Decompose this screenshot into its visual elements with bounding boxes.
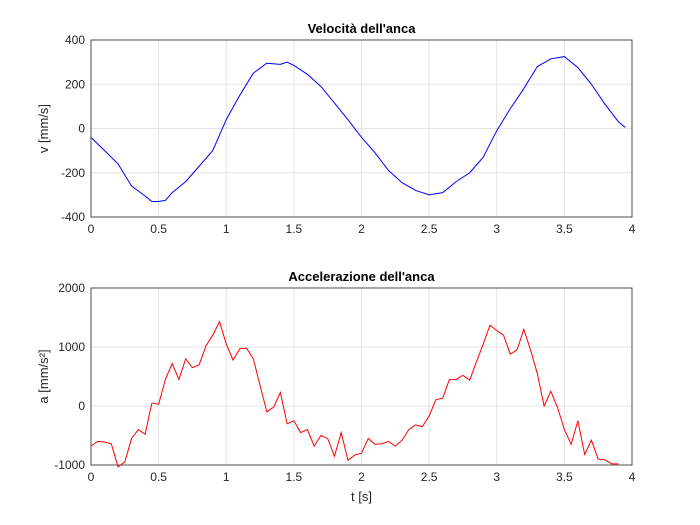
x-tick-label: 2	[358, 470, 365, 484]
x-tick-label: 4	[629, 222, 636, 236]
y-axis-label: v [mm/s]	[36, 104, 51, 153]
x-tick-label: 0.5	[150, 470, 167, 484]
x-tick-label: 0.5	[150, 222, 167, 236]
x-tick-label: 3	[493, 470, 500, 484]
x-tick-label: 3.5	[556, 222, 573, 236]
y-tick-label: -1000	[54, 458, 85, 472]
x-tick-label: 0	[88, 222, 95, 236]
x-tick-label: 1.5	[286, 470, 303, 484]
x-tick-label: 0	[88, 470, 95, 484]
y-tick-label: 1000	[58, 340, 85, 354]
y-axis-label: a [mm/s²]	[36, 349, 51, 403]
x-tick-label: 4	[629, 470, 636, 484]
chart-title: Accelerazione dell'anca	[288, 269, 435, 284]
x-tick-label: 2.5	[421, 470, 438, 484]
y-tick-label: 0	[78, 399, 85, 413]
x-tick-label: 3.5	[556, 470, 573, 484]
axes-frame	[90, 39, 633, 218]
y-tick-label: 400	[65, 33, 85, 47]
x-tick-label: 3	[493, 222, 500, 236]
y-tick-label: -200	[61, 166, 85, 180]
axes-frame	[90, 287, 633, 466]
x-tick-label: 1	[223, 222, 230, 236]
y-tick-label: 0	[78, 122, 85, 136]
y-tick-label: 2000	[58, 281, 85, 295]
chart-title: Velocità dell'anca	[308, 21, 417, 36]
x-axis-label: t [s]	[351, 489, 372, 504]
x-tick-label: 2.5	[421, 222, 438, 236]
y-tick-label: 200	[65, 77, 85, 91]
x-tick-label: 1	[223, 470, 230, 484]
x-tick-label: 1.5	[286, 222, 303, 236]
x-tick-label: 2	[358, 222, 365, 236]
data-line	[90, 56, 626, 203]
data-line	[90, 320, 619, 468]
y-tick-label: -400	[61, 210, 85, 224]
